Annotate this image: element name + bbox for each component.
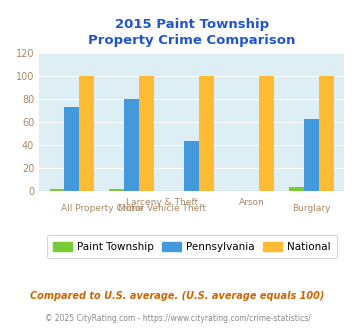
Bar bbox=[304, 118, 319, 191]
Bar bbox=[259, 76, 274, 191]
Bar bbox=[184, 141, 199, 191]
Text: Burglary: Burglary bbox=[292, 204, 331, 213]
Bar bbox=[109, 189, 124, 191]
Title: 2015 Paint Township
Property Crime Comparison: 2015 Paint Township Property Crime Compa… bbox=[88, 18, 295, 48]
Bar bbox=[65, 107, 80, 191]
Bar bbox=[139, 76, 154, 191]
Bar bbox=[50, 189, 65, 191]
Bar bbox=[199, 76, 214, 191]
Text: Larceny & Theft: Larceny & Theft bbox=[126, 198, 198, 207]
Text: Arson: Arson bbox=[239, 198, 264, 207]
Bar bbox=[319, 76, 334, 191]
Text: © 2025 CityRating.com - https://www.cityrating.com/crime-statistics/: © 2025 CityRating.com - https://www.city… bbox=[45, 314, 310, 323]
Legend: Paint Township, Pennsylvania, National: Paint Township, Pennsylvania, National bbox=[47, 235, 337, 258]
Text: All Property Crime: All Property Crime bbox=[61, 204, 143, 213]
Text: Motor Vehicle Theft: Motor Vehicle Theft bbox=[118, 204, 206, 213]
Text: Compared to U.S. average. (U.S. average equals 100): Compared to U.S. average. (U.S. average … bbox=[30, 291, 325, 301]
Bar bbox=[124, 99, 139, 191]
Bar bbox=[80, 76, 94, 191]
Bar bbox=[289, 187, 304, 191]
